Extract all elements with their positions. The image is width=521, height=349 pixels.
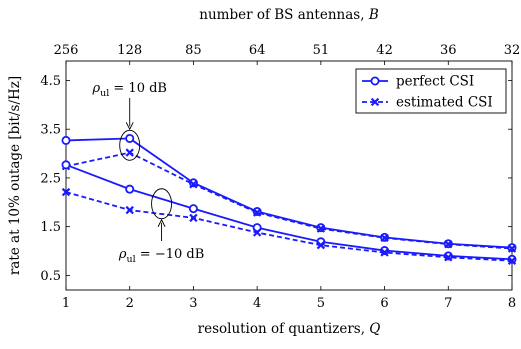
data-point-3: [252, 228, 262, 237]
data-point-2: [125, 184, 135, 194]
x-tick-label: 4: [253, 296, 261, 311]
annotation-arrowhead: [125, 122, 134, 131]
x-tick-label: 6: [380, 296, 388, 311]
top-x-axis-label: number of BS antennas, B: [199, 7, 379, 23]
axes-layer: 1 256 2 128 3 85 4 64 5 51 6 42 7 36 8 32 0.5 1.5 2.5 3.5 4.…: [7, 7, 520, 337]
top-x-tick-label: 36: [440, 43, 457, 58]
annotation-label: ρul = −10 dB: [118, 247, 204, 265]
x-tick-label: 3: [189, 296, 197, 311]
data-point-0: [125, 133, 135, 143]
data-point-1: [189, 180, 198, 189]
data-point-3: [316, 240, 326, 250]
y-tick-label: 3.5: [40, 123, 61, 138]
annotation-arrowhead: [157, 218, 166, 227]
legend-box: [355, 68, 507, 114]
data-point-3: [507, 256, 517, 265]
data-point-2: [61, 160, 71, 170]
data-point-3: [189, 213, 198, 223]
data-point-1: [444, 240, 453, 249]
data-point-0: [61, 135, 71, 145]
top-x-tick-label: 32: [504, 43, 521, 58]
data-point-1: [252, 208, 262, 217]
legend: perfect CSI estimated CSI: [355, 68, 507, 114]
data-point-2: [188, 204, 198, 214]
y-axis-label: rate at 10% outage [bit/s/Hz]: [7, 76, 23, 275]
x-tick-label: 1: [62, 296, 70, 311]
top-x-tick-label: 128: [117, 43, 142, 58]
data-point-3: [444, 253, 453, 262]
x-tick-label: 5: [317, 296, 325, 311]
data-point-3: [125, 205, 134, 215]
x-axis-label: resolution of quantizers, Q: [198, 321, 381, 337]
legend-entry-label: estimated CSI: [396, 95, 493, 111]
data-point-1: [316, 224, 326, 233]
y-tick-label: 0.5: [40, 269, 61, 284]
data-point-1: [125, 148, 134, 157]
x-tick-label: 2: [126, 296, 134, 311]
top-x-tick-label: 85: [185, 43, 202, 58]
data-point-3: [380, 248, 389, 257]
data-point-3: [61, 187, 71, 197]
top-x-tick-label: 64: [249, 43, 266, 58]
top-x-tick-label: 51: [313, 43, 330, 58]
legend-entry-label: perfect CSI: [396, 74, 474, 90]
series-line-3: [65, 191, 513, 262]
annotation-layer: ρul = 10 dB ρul = −10 dB: [91, 81, 204, 265]
data-point-1: [507, 244, 517, 253]
y-tick-label: 2.5: [40, 171, 61, 186]
series-line-0: [65, 137, 513, 249]
legend-swatch-marker: [370, 76, 380, 86]
data-point-1: [380, 233, 389, 243]
plot-frame: [65, 60, 513, 291]
x-tick-label: 7: [444, 296, 452, 311]
x-tick-label: 8: [508, 296, 516, 311]
top-x-tick-label: 42: [376, 43, 393, 58]
series-line-2: [65, 163, 513, 261]
y-tick-label: 4.5: [40, 74, 61, 89]
series-layer: [61, 133, 517, 265]
top-x-tick-label: 256: [54, 43, 79, 58]
y-tick-label: 1.5: [40, 220, 61, 235]
annotation-label: ρul = 10 dB: [91, 81, 167, 99]
legend-swatch-marker: [370, 97, 380, 107]
